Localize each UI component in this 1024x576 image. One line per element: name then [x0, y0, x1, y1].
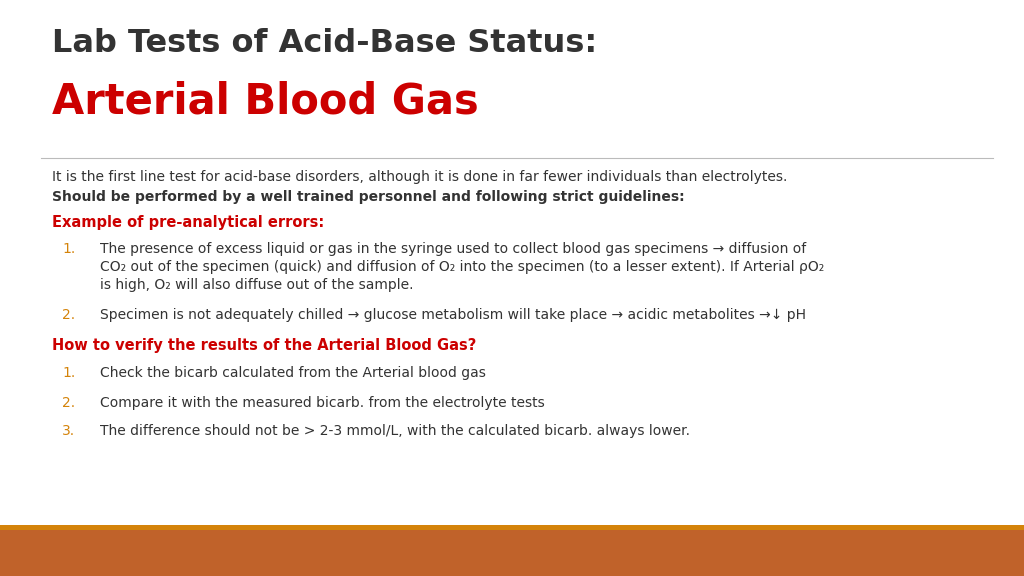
Text: Example of pre-analytical errors:: Example of pre-analytical errors: — [52, 215, 325, 230]
Text: Specimen is not adequately chilled → glucose metabolism will take place → acidic: Specimen is not adequately chilled → glu… — [100, 308, 806, 322]
Text: CO₂ out of the specimen (quick) and diffusion of O₂ into the specimen (to a less: CO₂ out of the specimen (quick) and diff… — [100, 260, 824, 274]
Text: Compare it with the measured bicarb. from the electrolyte tests: Compare it with the measured bicarb. fro… — [100, 396, 545, 410]
Text: 3.: 3. — [62, 424, 75, 438]
Text: How to verify the results of the Arterial Blood Gas?: How to verify the results of the Arteria… — [52, 338, 476, 353]
Text: The presence of excess liquid or gas in the syringe used to collect blood gas sp: The presence of excess liquid or gas in … — [100, 242, 806, 256]
Text: 1.: 1. — [62, 366, 75, 380]
Bar — [0, 530, 1024, 576]
Text: Lab Tests of Acid-Base Status:: Lab Tests of Acid-Base Status: — [52, 28, 597, 59]
Text: It is the first line test for acid-base disorders, although it is done in far fe: It is the first line test for acid-base … — [52, 170, 787, 184]
Bar — [0, 525, 1024, 530]
Text: 2.: 2. — [62, 396, 75, 410]
Text: Arterial Blood Gas: Arterial Blood Gas — [52, 80, 479, 122]
Text: 1.: 1. — [62, 242, 75, 256]
Text: The difference should not be > 2-3 mmol/L, with the calculated bicarb. always lo: The difference should not be > 2-3 mmol/… — [100, 424, 690, 438]
Text: Should be performed by a well trained personnel and following strict guidelines:: Should be performed by a well trained pe… — [52, 190, 685, 204]
Text: 2.: 2. — [62, 308, 75, 322]
Text: is high, O₂ will also diffuse out of the sample.: is high, O₂ will also diffuse out of the… — [100, 278, 414, 292]
Text: Check the bicarb calculated from the Arterial blood gas: Check the bicarb calculated from the Art… — [100, 366, 485, 380]
